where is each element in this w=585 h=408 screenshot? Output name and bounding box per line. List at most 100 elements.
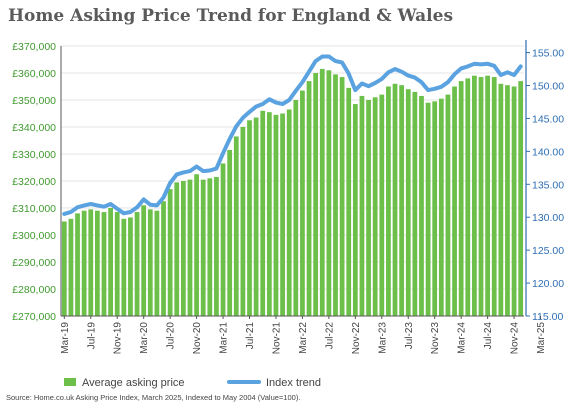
bar bbox=[174, 182, 180, 316]
chart-title: Home Asking Price Trend for England & Wa… bbox=[8, 6, 454, 26]
bar bbox=[108, 208, 113, 316]
bar bbox=[214, 176, 219, 316]
bar bbox=[88, 209, 94, 316]
x-tick-label: Jul-20 bbox=[166, 322, 177, 350]
bar bbox=[379, 94, 385, 316]
bar bbox=[366, 100, 371, 316]
bar bbox=[399, 85, 405, 317]
bar bbox=[392, 83, 398, 316]
bar bbox=[445, 94, 451, 316]
right-tick-label: 135.00 bbox=[532, 179, 564, 191]
left-tick-label: £360,000 bbox=[12, 68, 56, 80]
bar bbox=[419, 95, 424, 316]
x-tick-label: Nov-23 bbox=[430, 322, 441, 355]
bar bbox=[240, 127, 246, 316]
right-tick-label: 125.00 bbox=[532, 245, 564, 257]
x-tick-label: Jul-21 bbox=[245, 322, 256, 350]
bar bbox=[247, 120, 252, 316]
bars-group bbox=[61, 68, 524, 317]
bar bbox=[300, 90, 305, 316]
bar bbox=[68, 218, 74, 316]
bar bbox=[432, 101, 438, 316]
bar bbox=[141, 205, 147, 316]
bar bbox=[101, 212, 107, 316]
x-tick-label: Mar-19 bbox=[60, 322, 71, 354]
index-trend-line bbox=[62, 54, 523, 216]
left-tick-label: £300,000 bbox=[12, 230, 56, 242]
x-tick-label: Mar-25 bbox=[536, 322, 547, 354]
bar bbox=[266, 112, 272, 317]
left-tick-label: £280,000 bbox=[12, 284, 56, 296]
bar bbox=[346, 87, 352, 316]
right-y-axis: 115.00 120.00 125.00 130.00 135.00 140.00 145.… bbox=[525, 40, 564, 323]
bar bbox=[438, 98, 444, 317]
left-tick-label: £290,000 bbox=[12, 257, 56, 269]
bar bbox=[167, 189, 173, 316]
bar bbox=[359, 95, 365, 316]
bar bbox=[147, 209, 153, 316]
bar bbox=[485, 75, 491, 316]
bar bbox=[326, 70, 332, 316]
left-tick-label: £370,000 bbox=[12, 41, 56, 53]
bar bbox=[472, 75, 477, 316]
x-tick-label: Nov-20 bbox=[192, 322, 203, 355]
legend-label-average-asking-price: Average asking price bbox=[82, 377, 185, 389]
bar bbox=[313, 73, 319, 316]
left-tick-label: £310,000 bbox=[12, 203, 56, 215]
bar bbox=[75, 213, 80, 316]
bar bbox=[425, 102, 431, 316]
bar bbox=[518, 81, 524, 316]
x-tick-label: Nov-19 bbox=[113, 322, 124, 355]
x-axis: Mar-19 Jul-19 Nov-19 Mar-20 Jul-20 Nov-20 Mar-… bbox=[60, 315, 547, 355]
bar bbox=[306, 81, 312, 316]
bar bbox=[220, 163, 226, 316]
right-tick-label: 145.00 bbox=[532, 113, 564, 125]
bar bbox=[458, 81, 464, 316]
bar bbox=[253, 117, 259, 316]
bar bbox=[114, 212, 120, 316]
bar bbox=[194, 174, 199, 316]
right-tick-label: 140.00 bbox=[532, 146, 564, 158]
left-y-axis: £270,000 £280,000 £290,000 £300,000 £310,000… bbox=[12, 41, 62, 323]
right-tick-label: 150.00 bbox=[532, 81, 564, 93]
bar bbox=[498, 83, 504, 316]
left-tick-label: £320,000 bbox=[12, 176, 56, 188]
left-tick-label: £330,000 bbox=[12, 149, 56, 161]
bar bbox=[260, 110, 266, 316]
bar bbox=[121, 218, 127, 316]
x-tick-label: Jul-22 bbox=[324, 322, 335, 350]
bar bbox=[293, 100, 299, 316]
bar bbox=[452, 86, 457, 316]
bar bbox=[161, 201, 166, 316]
x-tick-label: Jul-23 bbox=[404, 322, 415, 350]
bar bbox=[128, 217, 133, 316]
x-tick-label: Nov-21 bbox=[271, 322, 282, 355]
bar bbox=[412, 91, 418, 317]
bar bbox=[339, 77, 345, 316]
right-tick-label: 130.00 bbox=[532, 212, 564, 224]
bar bbox=[319, 68, 325, 316]
source-note: Source: Home.co.uk Asking Price Index, M… bbox=[6, 393, 301, 402]
x-tick-label: Mar-22 bbox=[298, 322, 309, 354]
x-tick-label: Nov-24 bbox=[510, 322, 521, 355]
bar bbox=[405, 89, 411, 316]
right-tick-label: 115.00 bbox=[532, 311, 563, 323]
x-tick-label: Jul-24 bbox=[483, 322, 494, 350]
bar bbox=[187, 179, 193, 316]
right-tick-label: 120.00 bbox=[532, 278, 564, 290]
bar bbox=[134, 212, 140, 316]
bar bbox=[491, 77, 497, 316]
bar bbox=[154, 210, 160, 316]
bar bbox=[273, 114, 279, 316]
bar bbox=[280, 113, 285, 316]
right-tick-label: 155.00 bbox=[532, 48, 564, 60]
bar bbox=[233, 136, 239, 316]
x-tick-label: Mar-21 bbox=[219, 322, 230, 354]
bar bbox=[372, 97, 378, 316]
bar bbox=[465, 78, 471, 317]
bar bbox=[478, 77, 484, 316]
legend-swatch-average-asking-price bbox=[64, 378, 76, 386]
left-tick-label: £340,000 bbox=[12, 122, 56, 134]
legend-label-index-trend: Index trend bbox=[266, 377, 321, 389]
bar bbox=[333, 74, 338, 316]
